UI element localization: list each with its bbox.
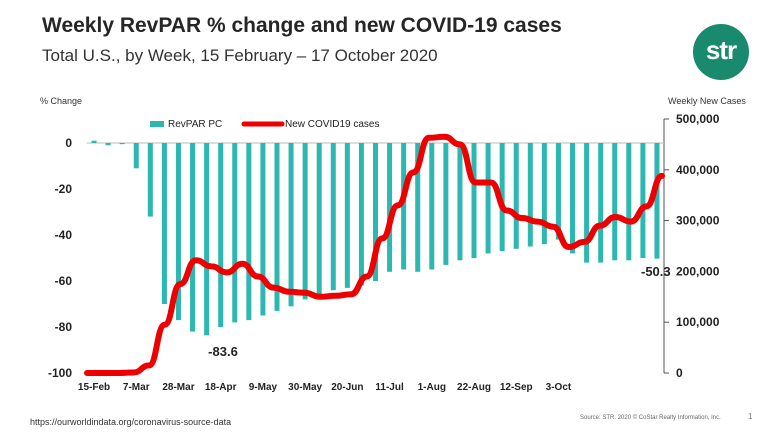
x-tick-label: 15-Feb — [78, 382, 110, 393]
revpar-bar — [274, 143, 280, 311]
right-axis-label: Weekly New Cases — [668, 96, 746, 106]
revpar-bar — [288, 143, 294, 307]
revpar-bar — [147, 143, 153, 217]
revpar-bar — [358, 143, 364, 286]
chart-subtitle: Total U.S., by Week, 15 February – 17 Oc… — [42, 46, 438, 65]
revpar-bar — [316, 143, 322, 295]
revpar-bar — [612, 143, 618, 261]
revpar-bar — [105, 143, 111, 146]
revpar-bar — [598, 143, 604, 263]
revpar-bar — [373, 143, 378, 281]
left-tick-label: -100 — [48, 366, 72, 380]
right-tick-label: 200,000 — [676, 264, 720, 278]
revpar-bar — [640, 143, 646, 258]
right-tick-label: 300,000 — [676, 214, 720, 228]
left-axis-label: % Change — [40, 96, 83, 106]
x-tick-label: 28-Mar — [162, 382, 194, 393]
x-tick-label: 3-Oct — [546, 382, 572, 393]
revpar-bar — [218, 143, 224, 327]
revpar-bar — [344, 143, 350, 288]
revpar-bar — [91, 140, 97, 143]
revpar-bar — [415, 143, 421, 272]
x-tick-label: 9-May — [249, 382, 278, 393]
revpar-bar — [190, 143, 196, 332]
x-tick-label: 12-Sep — [500, 382, 533, 393]
right-tick-label: 500,000 — [676, 112, 720, 126]
legend-label-revpar: RevPAR PC — [168, 119, 222, 130]
revpar-bar — [626, 143, 632, 261]
x-tick-label: 20-Jun — [331, 382, 363, 393]
left-tick-label: -20 — [55, 182, 73, 196]
revpar-bar — [555, 143, 561, 240]
revpar-bar — [584, 143, 590, 263]
str-logo: str — [693, 24, 749, 80]
revpar-bar — [471, 143, 477, 258]
revpar-bar — [232, 143, 238, 323]
legend-swatch-revpar — [150, 121, 164, 127]
revpar-bar — [457, 143, 463, 261]
chart-title: Weekly RevPAR % change and new COVID-19 … — [42, 14, 562, 37]
revpar-bar — [161, 143, 167, 304]
legend-label-covid: New COVID19 cases — [285, 119, 379, 130]
left-tick-label: -80 — [55, 320, 73, 334]
revpar-bar — [133, 143, 139, 169]
revpar-bar — [499, 143, 505, 252]
x-tick-label: 11-Jul — [375, 382, 404, 393]
revpar-bar — [570, 143, 576, 254]
right-tick-label: 0 — [676, 366, 683, 380]
x-tick-label: 7-Mar — [123, 382, 150, 393]
revpar-bar — [513, 143, 519, 249]
x-tick-label: 1-Aug — [418, 382, 446, 393]
left-tick-label: 0 — [65, 136, 72, 150]
x-tick-label: 18-Apr — [205, 382, 237, 393]
revpar-bar — [260, 143, 266, 316]
right-tick-label: 100,000 — [676, 315, 720, 329]
left-tick-label: -40 — [55, 228, 73, 242]
data-source-link[interactable]: https://ourworldindata.org/coronavirus-s… — [30, 417, 232, 427]
revpar-bar — [401, 143, 407, 270]
x-tick-label: 30-May — [288, 382, 322, 393]
revpar-bar — [246, 143, 252, 321]
annotation-min-revpar: -83.6 — [208, 344, 238, 359]
left-tick-label: -60 — [55, 274, 73, 288]
revpar-bar — [119, 143, 125, 145]
annotation-last-revpar: -50.3 — [641, 264, 671, 279]
revpar-bar — [541, 143, 547, 245]
revpar-bar — [204, 143, 210, 336]
revpar-bar — [330, 143, 336, 291]
revpar-bar — [429, 143, 435, 270]
revpar-bar — [527, 143, 533, 247]
copyright-note: Source: STR. 2020 © CoStar Realty Inform… — [580, 415, 721, 421]
right-tick-label: 400,000 — [676, 163, 720, 177]
revpar-bar — [302, 143, 308, 300]
revpar-bar — [387, 143, 393, 272]
revpar-bar — [175, 143, 181, 321]
covid-cases-line — [84, 133, 665, 376]
revpar-bar — [443, 143, 449, 265]
page-number: 1 — [748, 412, 753, 421]
revpar-bar — [654, 143, 660, 259]
x-tick-label: 22-Aug — [457, 382, 491, 393]
revpar-bar — [485, 143, 491, 254]
